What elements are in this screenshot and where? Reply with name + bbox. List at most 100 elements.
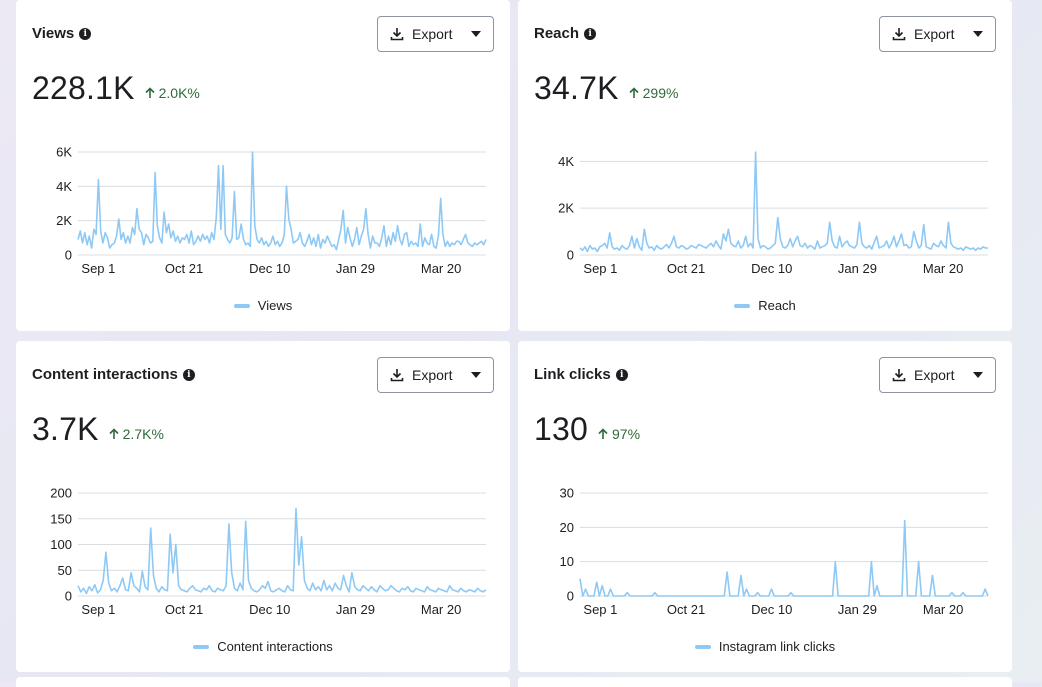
y-tick-label: 150 [50, 511, 72, 526]
export-button[interactable]: Export [377, 357, 494, 393]
download-icon [892, 28, 906, 41]
x-tick-label: Jan 29 [336, 602, 375, 617]
arrow-up-icon [598, 428, 608, 439]
content-interactions-card: Content interactions i Export 3.7K 2.7K%… [16, 341, 510, 672]
info-icon[interactable]: i [615, 368, 628, 381]
x-tick-label: Jan 29 [336, 261, 375, 276]
x-tick-label: Mar 20 [923, 261, 963, 276]
y-tick-label: 100 [50, 537, 72, 552]
arrow-up-icon [629, 87, 639, 98]
legend-label: Content interactions [217, 639, 333, 654]
y-tick-label: 20 [560, 520, 574, 535]
y-tick-label: 0 [65, 589, 72, 604]
y-tick-label: 200 [50, 486, 72, 501]
card-title-text: Views [32, 25, 75, 42]
metric-change-text: 2.7K% [122, 426, 164, 442]
x-tick-label: Mar 20 [421, 602, 461, 617]
export-button[interactable]: Export [377, 16, 494, 52]
chart-legend[interactable]: Reach [518, 298, 1012, 313]
info-icon[interactable]: i [79, 27, 92, 40]
caret-down-icon [973, 372, 983, 378]
x-tick-label: Sep 1 [583, 261, 617, 276]
download-icon [892, 369, 906, 382]
next-card-edge [16, 677, 510, 687]
legend-swatch [193, 644, 210, 649]
x-tick-label: Oct 21 [165, 261, 203, 276]
metric-value: 34.7K [534, 70, 619, 106]
export-button[interactable]: Export [879, 16, 996, 52]
y-tick-label: 4K [56, 179, 72, 194]
card-title: Reach i [534, 25, 597, 42]
legend-label: Reach [758, 298, 796, 313]
series-line[interactable] [77, 151, 487, 251]
y-tick-label: 50 [58, 563, 72, 578]
metric-change-text: 2.0K% [158, 85, 200, 101]
views-card: Views i Export 228.1K 2.0K% 0 2K 4K 6K Sep 1… [16, 0, 510, 331]
card-title: Content interactions i [32, 366, 195, 383]
legend-swatch [233, 303, 250, 308]
reach-card: Reach i Export 34.7K 299% 0 2K 4K Sep 1 Oct … [518, 0, 1012, 331]
metric-change: 2.7K% [109, 426, 164, 442]
export-label: Export [412, 26, 453, 42]
metric: 34.7K 299% [534, 70, 678, 107]
views-chart[interactable]: 0 2K 4K 6K Sep 1 Oct 21 Dec 10 Jan 29 Mar 20 [16, 140, 510, 290]
legend-label: Views [257, 298, 293, 313]
x-tick-label: Sep 1 [81, 602, 115, 617]
export-label: Export [914, 26, 955, 42]
x-tick-label: Oct 21 [667, 602, 705, 617]
metric-change: 2.0K% [145, 85, 200, 101]
metric-value: 228.1K [32, 70, 135, 106]
x-tick-label: Oct 21 [165, 602, 203, 617]
chart-legend[interactable]: Views [16, 298, 510, 313]
y-tick-label: 2K [558, 201, 574, 216]
x-tick-label: Oct 21 [667, 261, 705, 276]
metric-change-text: 97% [612, 426, 641, 442]
y-tick-label: 2K [56, 213, 72, 228]
series-line[interactable] [77, 507, 487, 595]
metric: 130 97% [534, 411, 640, 448]
content-interactions-chart[interactable]: 0 50 100 150 200 Sep 1 Oct 21 Dec 10 Jan 29 Mar 2… [16, 481, 510, 631]
y-tick-label: 10 [560, 554, 574, 569]
metric-value: 3.7K [32, 411, 99, 447]
link-clicks-chart[interactable]: 0 10 20 30 Sep 1 Oct 21 Dec 10 Jan 29 Mar 20 [518, 481, 1012, 631]
chart-legend[interactable]: Content interactions [16, 639, 510, 654]
metric: 228.1K 2.0K% [32, 70, 200, 107]
legend-label: Instagram link clicks [718, 639, 836, 654]
y-tick-label: 0 [567, 248, 574, 263]
download-icon [390, 28, 404, 41]
card-title-text: Content interactions [32, 366, 178, 383]
legend-swatch [734, 303, 751, 308]
metric-change: 97% [598, 426, 640, 442]
download-icon [390, 369, 404, 382]
metric-change: 299% [629, 85, 678, 101]
y-tick-label: 4K [558, 154, 574, 169]
x-tick-label: Dec 10 [751, 261, 792, 276]
caret-down-icon [471, 31, 481, 37]
x-tick-label: Jan 29 [838, 261, 877, 276]
info-icon[interactable]: i [584, 27, 597, 40]
chart-legend[interactable]: Instagram link clicks [518, 639, 1012, 654]
y-tick-label: 6K [56, 145, 72, 160]
export-label: Export [914, 367, 955, 383]
x-tick-label: Mar 20 [923, 602, 963, 617]
info-icon[interactable]: i [182, 368, 195, 381]
series-line[interactable] [579, 151, 988, 253]
legend-swatch [694, 644, 711, 649]
series-line[interactable] [579, 519, 989, 597]
metric: 3.7K 2.7K% [32, 411, 164, 448]
x-tick-label: Dec 10 [249, 261, 290, 276]
caret-down-icon [973, 31, 983, 37]
export-button[interactable]: Export [879, 357, 996, 393]
reach-chart[interactable]: 0 2K 4K Sep 1 Oct 21 Dec 10 Jan 29 Mar 20 [518, 140, 1012, 290]
caret-down-icon [471, 372, 481, 378]
card-title: Views i [32, 25, 92, 42]
y-tick-label: 0 [65, 248, 72, 263]
link-clicks-card: Link clicks i Export 130 97% 0 10 20 30 Sep … [518, 341, 1012, 672]
next-card-edge [518, 677, 1012, 687]
x-tick-label: Dec 10 [249, 602, 290, 617]
x-tick-label: Sep 1 [81, 261, 115, 276]
x-tick-label: Mar 20 [421, 261, 461, 276]
y-tick-label: 30 [560, 486, 574, 501]
arrow-up-icon [109, 428, 119, 439]
card-title-text: Reach [534, 25, 580, 42]
